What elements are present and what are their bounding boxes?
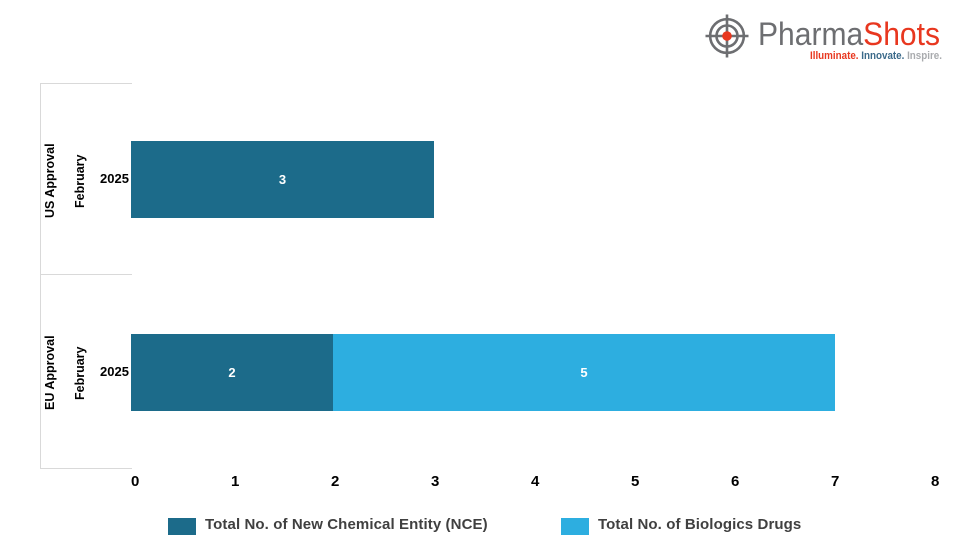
svg-text:Illuminate. Innovate. Inspire.: Illuminate. Innovate. Inspire.	[810, 50, 942, 62]
svg-text:PharmaShots: PharmaShots	[758, 16, 940, 52]
